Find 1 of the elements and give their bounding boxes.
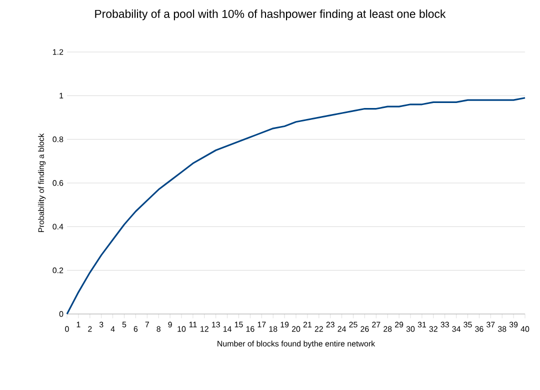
chart-title: Probability of a pool with 10% of hashpower finding at least one block (95, 10, 446, 20)
